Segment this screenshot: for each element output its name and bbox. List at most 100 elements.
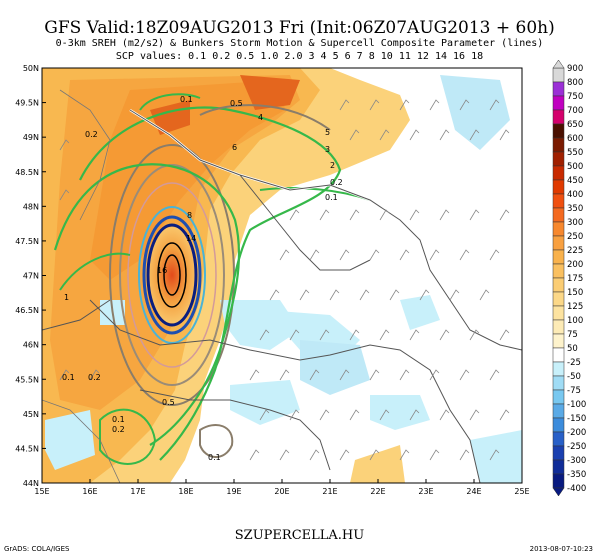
colorbar-swatch bbox=[552, 151, 565, 167]
contour-label: 6 bbox=[232, 143, 237, 152]
colorbar-label: 125 bbox=[567, 302, 583, 312]
colorbar-label: 550 bbox=[567, 148, 583, 158]
colorbar-swatch bbox=[552, 291, 565, 307]
colorbar-label: -200 bbox=[567, 428, 586, 438]
colorbar-label: -50 bbox=[567, 372, 581, 382]
colorbar-label: 100 bbox=[567, 316, 583, 326]
colorbar-label: 350 bbox=[567, 204, 583, 214]
colorbar-label: -250 bbox=[567, 442, 586, 452]
colorbar-swatch bbox=[552, 67, 565, 83]
colorbar-label: 700 bbox=[567, 106, 583, 116]
colorbar-label: -75 bbox=[567, 386, 581, 396]
lon-tick-label: 23E bbox=[418, 487, 433, 496]
contour-label: 0.2 bbox=[112, 425, 125, 434]
lon-tick-label: 21E bbox=[322, 487, 337, 496]
colorbar-swatch bbox=[552, 165, 565, 181]
colorbar-swatch bbox=[552, 417, 565, 433]
sreh-shading: 0.1 0.2 0.5 5 3 2 0.2 0.1 4 6 8 14 16 1 … bbox=[42, 68, 522, 483]
colorbar-label: 500 bbox=[567, 162, 583, 172]
lat-tick-label: 44.5N bbox=[15, 444, 39, 453]
colorbar-label: 750 bbox=[567, 92, 583, 102]
colorbar-label: -25 bbox=[567, 358, 581, 368]
colorbar-label: -100 bbox=[567, 400, 586, 410]
lon-tick-label: 17E bbox=[130, 487, 145, 496]
contour-label: 4 bbox=[258, 113, 263, 122]
colorbar-swatch bbox=[552, 221, 565, 237]
colorbar-swatch bbox=[552, 445, 565, 461]
colorbar-label: -350 bbox=[567, 470, 586, 480]
colorbar-label: -150 bbox=[567, 414, 586, 424]
colorbar-swatch bbox=[552, 109, 565, 125]
contour-label: 0.1 bbox=[325, 193, 338, 202]
map-subtitle: 0-3km SREH (m2/s2) & Bunkers Storm Motio… bbox=[55, 38, 544, 49]
contour-label: 2 bbox=[330, 161, 335, 170]
colorbar-swatch bbox=[552, 431, 565, 447]
lat-tick-label: 46N bbox=[23, 341, 39, 350]
contour-label: 8 bbox=[187, 211, 192, 220]
colorbar: 900 800 750 700 650 600 550 500 450 400 350 300 250 2… bbox=[552, 59, 586, 497]
lat-tick-label: 47.5N bbox=[15, 237, 39, 246]
contour-label: 1 bbox=[64, 293, 69, 302]
contour-label: 0.2 bbox=[330, 178, 343, 187]
colorbar-label: 250 bbox=[567, 232, 583, 242]
colorbar-swatch bbox=[552, 179, 565, 195]
lon-tick-label: 24E bbox=[466, 487, 481, 496]
scp-values-line: SCP values: 0.1 0.2 0.5 1.0 2.0 3 4 5 6 … bbox=[115, 51, 484, 62]
colorbar-label: 650 bbox=[567, 120, 583, 130]
software-credit: GrADS: COLA/IGES bbox=[4, 545, 70, 553]
lat-tick-label: 44N bbox=[23, 479, 39, 488]
contour-label: 0.5 bbox=[162, 398, 175, 407]
colorbar-label: 400 bbox=[567, 190, 583, 200]
colorbar-top-cap bbox=[552, 59, 565, 69]
site-credit: SZUPERCELLA.HU bbox=[234, 528, 365, 543]
lat-tick-label: 45.5N bbox=[15, 375, 39, 384]
contour-label: 14 bbox=[186, 234, 196, 243]
contour-label: 5 bbox=[325, 128, 330, 137]
colorbar-label: -300 bbox=[567, 456, 586, 466]
colorbar-label: 150 bbox=[567, 288, 583, 298]
lon-tick-label: 18E bbox=[178, 487, 193, 496]
lat-tick-label: 48.5N bbox=[15, 168, 39, 177]
contour-label: 0.2 bbox=[85, 130, 98, 139]
colorbar-swatch bbox=[552, 375, 565, 391]
colorbar-label: 300 bbox=[567, 218, 583, 228]
render-timestamp: 2013-08-07-10:23 bbox=[529, 545, 593, 553]
lon-tick-label: 25E bbox=[514, 487, 529, 496]
colorbar-swatch bbox=[552, 473, 565, 489]
colorbar-swatch bbox=[552, 403, 565, 419]
lat-tick-label: 48N bbox=[23, 202, 39, 211]
colorbar-label: 225 bbox=[567, 246, 583, 256]
colorbar-swatch bbox=[552, 95, 565, 111]
lon-tick-label: 19E bbox=[226, 487, 241, 496]
colorbar-swatch bbox=[552, 123, 565, 139]
lat-tick-label: 49N bbox=[23, 133, 39, 142]
contour-label: 16 bbox=[157, 266, 167, 275]
colorbar-swatch bbox=[552, 305, 565, 321]
lat-tick-label: 45N bbox=[23, 410, 39, 419]
colorbar-label: 900 bbox=[567, 64, 583, 74]
latitude-axis: 50N 49.5N 49N 48.5N 48N 47.5N 47N 46.5N 46N 45.5N… bbox=[15, 64, 46, 488]
colorbar-swatch bbox=[552, 263, 565, 279]
lat-tick-label: 46.5N bbox=[15, 306, 39, 315]
colorbar-swatch bbox=[552, 235, 565, 251]
colorbar-label: 75 bbox=[567, 330, 578, 340]
colorbar-label: 175 bbox=[567, 274, 583, 284]
colorbar-swatch bbox=[552, 333, 565, 349]
contour-label: 0.5 bbox=[230, 99, 243, 108]
colorbar-label: 450 bbox=[567, 176, 583, 186]
lon-tick-label: 20E bbox=[274, 487, 289, 496]
colorbar-label: 200 bbox=[567, 260, 583, 270]
lon-tick-label: 15E bbox=[34, 487, 49, 496]
colorbar-swatch bbox=[552, 459, 565, 475]
contour-label: 0.1 bbox=[208, 453, 221, 462]
contour-labels: 0.1 0.2 0.5 5 3 2 0.2 0.1 4 6 8 14 16 1 … bbox=[62, 95, 343, 462]
colorbar-swatch bbox=[552, 319, 565, 335]
colorbar-swatch bbox=[552, 207, 565, 223]
colorbar-swatch bbox=[552, 193, 565, 209]
colorbar-label: -400 bbox=[567, 484, 586, 494]
colorbar-swatch bbox=[552, 137, 565, 153]
colorbar-swatch bbox=[552, 277, 565, 293]
colorbar-label: 800 bbox=[567, 78, 583, 88]
map-title: GFS Valid:18Z09AUG2013 Fri (Init:06Z07AU… bbox=[44, 18, 555, 38]
